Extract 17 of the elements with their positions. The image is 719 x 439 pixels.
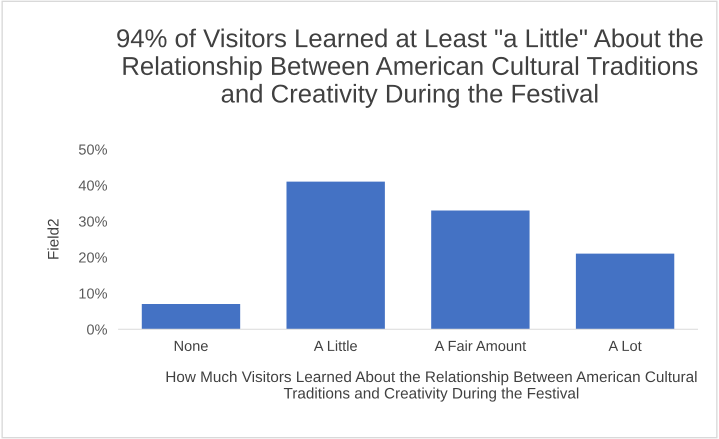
y-tick-label: 30% <box>78 216 108 227</box>
chart-title: 94% of Visitors Learned at Least "a Little" About the Relationship Between American Cultural Traditions and Creativity During the Festival <box>117 28 703 108</box>
y-tick-label: 20% <box>79 252 108 263</box>
x-tick-label: None <box>174 340 208 352</box>
bar <box>286 182 385 330</box>
y-axis-title: Field2 <box>47 219 59 259</box>
x-tick-label: A Little <box>314 340 357 352</box>
bar <box>431 210 530 330</box>
y-tick-label: 10% <box>79 288 108 299</box>
bar <box>142 304 240 330</box>
bar <box>576 254 674 330</box>
x-axis-title: How Much Visitors Learned About the Relationship Between American Cultural Traditions and Creativity During the Festival <box>166 370 696 402</box>
y-tick-label: 40% <box>78 180 108 191</box>
x-tick-label: A Fair Amount <box>434 340 526 352</box>
x-tick-label: A Lot <box>608 340 642 352</box>
y-tick-label: 50% <box>78 144 108 155</box>
y-tick-label: 0% <box>87 324 108 335</box>
